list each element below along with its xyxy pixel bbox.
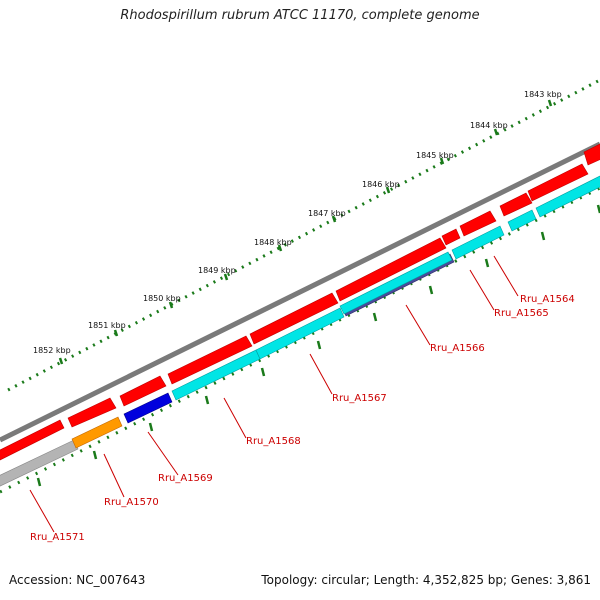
- gene-label[interactable]: Rru_A1571: [30, 532, 85, 543]
- accession-text: Accession: NC_007643: [9, 573, 146, 587]
- kbp-label: 1848 kbp: [254, 238, 292, 247]
- connector-rru-a1571: [29, 489, 55, 533]
- reverse-strand: [0, 174, 600, 489]
- gene-label[interactable]: Rru_A1565: [494, 308, 549, 319]
- gene-rev-cyan-4[interactable]: [451, 225, 505, 260]
- gene-fwd-9[interactable]: [499, 192, 533, 217]
- kbp-label: 1851 kbp: [88, 321, 126, 330]
- ruler-major-tick: [58, 357, 64, 365]
- ruler-major-tick: [385, 186, 391, 194]
- inner-major-tick: [316, 340, 322, 350]
- inner-major-tick: [428, 285, 434, 295]
- forward-strand: [0, 142, 600, 463]
- ruler-line: [7, 78, 600, 392]
- kbp-label: 1846 kbp: [362, 180, 400, 189]
- gene-rev-orange[interactable]: [71, 416, 123, 449]
- gene-label-connectors: [29, 255, 519, 533]
- ruler-major-tick: [493, 128, 499, 136]
- inner-major-tick: [484, 258, 490, 268]
- connector-rru-a1568: [223, 397, 247, 439]
- gene-fwd-1[interactable]: [0, 419, 65, 463]
- ruler-major-tick: [547, 99, 553, 107]
- kbp-label: 1850 kbp: [143, 294, 181, 303]
- inner-major-tick: [372, 312, 378, 322]
- ruler-major-tick: [331, 215, 337, 223]
- ruler-major-tick: [223, 273, 229, 281]
- inner-major-tick: [260, 367, 266, 377]
- kbp-label: 1849 kbp: [198, 266, 236, 275]
- genome-summary-text: Topology: circular; Length: 4,352,825 bp…: [261, 573, 591, 587]
- ruler-major-tick: [113, 329, 119, 337]
- inner-major-tick: [36, 477, 42, 487]
- gene-rev-blue[interactable]: [123, 392, 173, 424]
- gene-label[interactable]: Rru_A1570: [104, 497, 159, 508]
- ruler-labels: 1843 kbp 1844 kbp 1845 kbp 1846 kbp 1847 kbp…: [33, 90, 562, 355]
- gene-fwd-7[interactable]: [441, 228, 461, 246]
- gene-rev-cyan-3[interactable]: [339, 251, 453, 315]
- inner-major-tick: [148, 422, 154, 432]
- inner-tick-line: [0, 186, 600, 494]
- kbp-label: 1852 kbp: [33, 346, 71, 355]
- gene-labels: Rru_A1564 Rru_A1565 Rru_A1566 Rru_A1567 …: [30, 294, 575, 543]
- gene-label[interactable]: Rru_A1569: [158, 473, 213, 484]
- ruler-major-tick: [277, 244, 283, 252]
- gene-fwd-6[interactable]: [335, 237, 447, 302]
- gene-label[interactable]: Rru_A1564: [520, 294, 575, 305]
- map-title: Rhodospirillum rubrum ATCC 11170, comple…: [120, 8, 480, 23]
- inner-major-tick: [204, 395, 210, 405]
- gene-fwd-5[interactable]: [249, 292, 339, 345]
- gene-fwd-10[interactable]: [527, 163, 589, 202]
- gene-fwd-4[interactable]: [167, 335, 253, 385]
- gene-rev-gray[interactable]: [0, 439, 79, 489]
- kbp-label: 1847 kbp: [308, 209, 346, 218]
- gene-rev-cyan-5[interactable]: [507, 209, 537, 232]
- kbp-label: 1845 kbp: [416, 151, 454, 160]
- ruler-major-tick: [439, 157, 445, 165]
- gene-fwd-11[interactable]: [583, 142, 600, 166]
- genome-backbone: [0, 141, 600, 443]
- inner-major-tick: [540, 231, 546, 241]
- connector-rru-a1570: [103, 453, 125, 498]
- kbp-label: 1844 kbp: [470, 121, 508, 130]
- kbp-label: 1843 kbp: [524, 90, 562, 99]
- connector-rru-a1565: [469, 269, 495, 311]
- gene-rev-cyan-2[interactable]: [255, 307, 345, 360]
- gene-rev-cyan-6[interactable]: [535, 174, 600, 218]
- ruler-major-tick: [168, 301, 174, 309]
- connector-rru-a1566: [405, 304, 431, 346]
- gene-label[interactable]: Rru_A1567: [332, 393, 387, 404]
- gene-fwd-8[interactable]: [459, 210, 497, 237]
- gene-label[interactable]: Rru_A1568: [246, 436, 301, 447]
- connector-rru-a1567: [309, 353, 333, 395]
- gene-label[interactable]: Rru_A1566: [430, 343, 485, 354]
- connector-rru-a1564: [493, 255, 519, 297]
- gene-fwd-2[interactable]: [67, 397, 117, 428]
- inner-major-tick: [92, 450, 98, 460]
- gene-fwd-3[interactable]: [119, 375, 167, 407]
- connector-rru-a1569: [147, 431, 179, 476]
